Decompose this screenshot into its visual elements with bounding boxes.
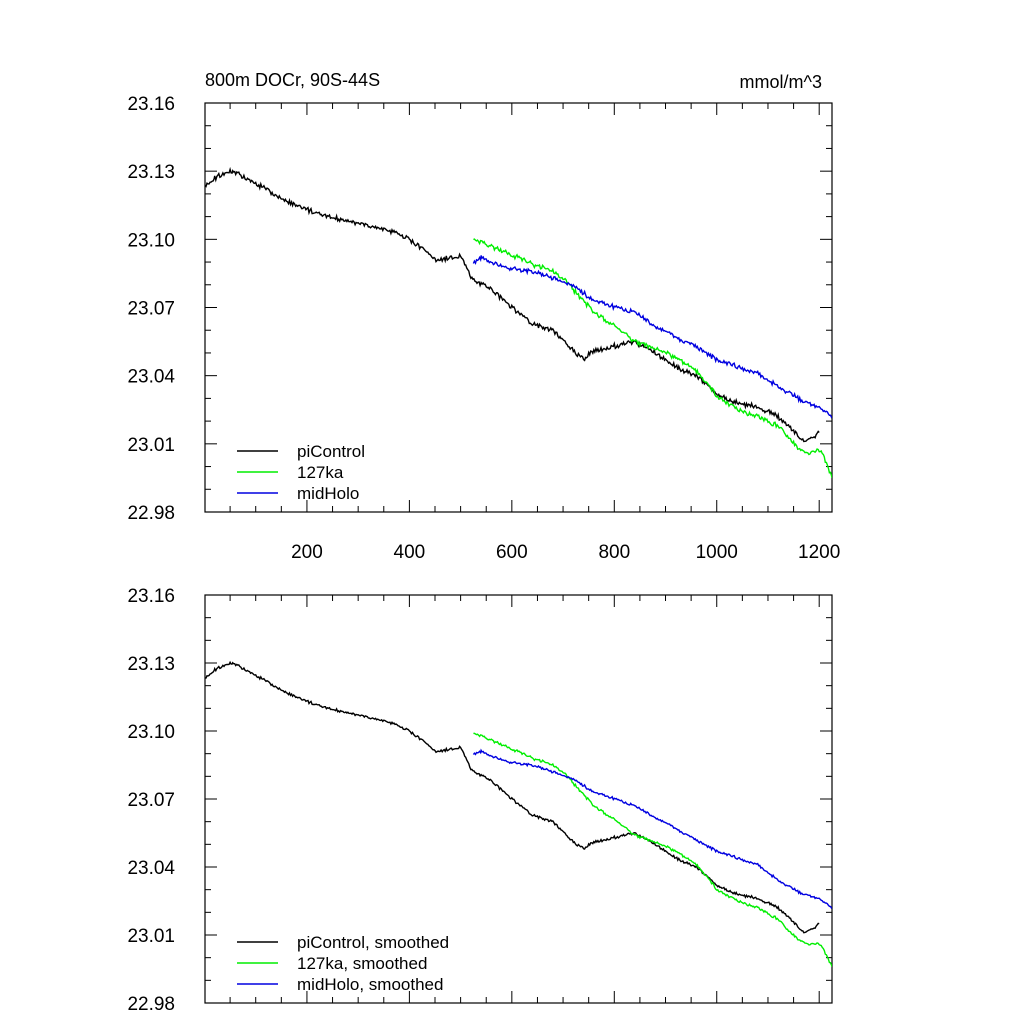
y-tick-label: 23.01	[127, 926, 175, 947]
y-tick-label: 23.13	[127, 654, 175, 675]
y-tick-label: 22.98	[127, 994, 175, 1015]
x-tick-label: 200	[291, 542, 323, 563]
y-tick-label: 22.98	[127, 503, 175, 524]
y-tick-label: 23.04	[127, 858, 175, 879]
series-line-picontrol-smoothed	[205, 660, 820, 934]
series-line-midholo	[472, 255, 832, 419]
top-panel: 800m DOCr, 90S-44S mmol/m^3 22.98 23.01 23.0…	[127, 70, 840, 563]
y-tick-label: 23.16	[127, 586, 175, 607]
y-tick-label: 23.07	[127, 790, 175, 811]
series-line-127ka	[473, 238, 832, 479]
y-tick-label: 23.10	[127, 722, 175, 743]
series-line-picontrol	[205, 166, 820, 443]
legend-label: 127ka	[297, 463, 344, 482]
bottom-panel: 22.98 23.01 23.04 23.07 23.10 23.13 23.16 piCon…	[127, 586, 833, 1015]
y-tick-label: 23.13	[127, 162, 175, 183]
x-tick-label: 1000	[696, 542, 738, 563]
y-tick-label: 23.01	[127, 435, 175, 456]
series-line-127ka-smoothed	[473, 732, 832, 967]
y-tick-label: 23.16	[127, 94, 175, 115]
chart-units: mmol/m^3	[740, 72, 822, 92]
x-tick-label: 400	[394, 542, 426, 563]
y-tick-label: 23.10	[127, 230, 175, 251]
legend-label: 127ka, smoothed	[297, 954, 427, 973]
x-tick-label: 800	[598, 542, 630, 563]
y-tick-label: 23.07	[127, 299, 175, 320]
legend-label: midHolo	[297, 484, 359, 503]
legend-label: midHolo, smoothed	[297, 975, 443, 994]
x-tick-label: 600	[496, 542, 528, 563]
legend-label: piControl, smoothed	[297, 933, 449, 952]
series-line-midholo-smoothed	[472, 748, 832, 910]
legend-label: piControl	[297, 442, 365, 461]
y-tick-label: 23.04	[127, 367, 175, 388]
chart-title: 800m DOCr, 90S-44S	[205, 70, 380, 90]
x-tick-label: 1200	[798, 542, 840, 563]
